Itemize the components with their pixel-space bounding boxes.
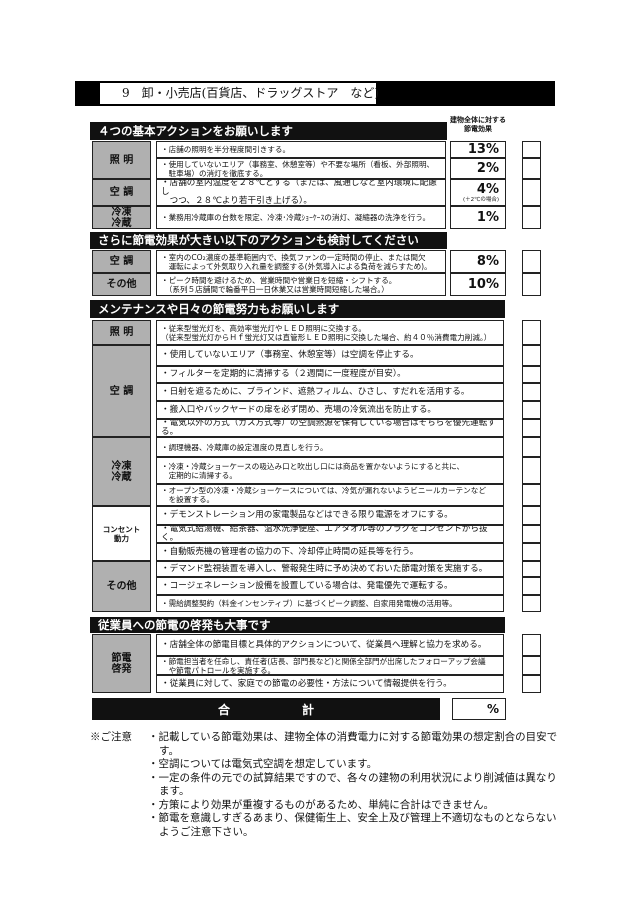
section-header: メンテナンスや日々の節電努力もお願いします	[90, 300, 505, 318]
checkbox[interactable]	[522, 419, 541, 437]
action-item: ・冷凍・冷蔵ショーケースの吸込み口と吹出し口には商品を置かないようにすると共に、…	[156, 457, 504, 484]
effect-value: 4% (＋2℃の場合)	[450, 179, 506, 206]
action-item: ・店舗の照明を半分程度間引きする。	[156, 141, 446, 158]
checkbox[interactable]	[522, 273, 541, 296]
total-value-box[interactable]: %	[452, 698, 506, 720]
action-item: ・デマンド監視装置を導入し、警報発生時に予め決めておいた節電対策を実施する。	[156, 561, 504, 577]
action-item: ・自動販売機の管理者の協力の下、冷却停止時間の延長等を行う。	[156, 543, 504, 561]
action-item: ・使用していないエリア（事務室、休憩室等）は空調を停止する。	[156, 345, 504, 366]
checkbox[interactable]	[522, 158, 541, 179]
note-item: ・方策により効果が重複するものがあるため、単純に合計はできません。	[148, 798, 494, 811]
checkbox[interactable]	[522, 506, 541, 525]
action-item: ・室内のCO₂濃度の基準範囲内で、換気ファンの一定時間の停止、または間欠 運転に…	[156, 250, 446, 273]
checkbox[interactable]	[522, 561, 541, 577]
action-item: ・コージェネレーション設備を設置している場合は、発電優先で運転する。	[156, 577, 504, 595]
category-label: 空 調	[92, 250, 151, 273]
action-item: ・使用していないエリア（事務室、休憩室等）や不要な場所（看板、外部照明、 駐車場…	[156, 158, 446, 179]
action-item: ・業務用冷蔵庫の台数を限定、冷凍･冷蔵ｼｮｰｹｰｽの消灯、凝縮器の洗浄を行う。	[156, 206, 446, 229]
note-item: ・一定の条件の元での試算結果ですので、各々の建物の利用状況により削減値は異なりま…	[148, 771, 557, 798]
checkbox[interactable]	[522, 525, 541, 543]
action-item: ・オープン型の冷凍・冷蔵ショーケースについては、冷気が漏れないようビニールカーテ…	[156, 484, 504, 506]
section-header: さらに節電効果が大きい以下のアクションも検討してください	[90, 232, 447, 249]
action-item: ・店舗全体の節電目標と具体的アクションについて、従業員へ理解と協力を求める。	[156, 634, 504, 656]
action-item: ・搬入口やバックヤードの扉を必ず閉め、売場の冷気流出を防止する。	[156, 401, 504, 419]
action-item: ・フィルターを定期的に清掃する（２週間に一度程度が目安）。	[156, 366, 504, 383]
action-item: ・需給調整契約（料金インセンティブ）に基づくピーク調整、自家用発電機の活用等。	[156, 595, 504, 612]
checkbox[interactable]	[522, 437, 541, 457]
checkbox[interactable]	[522, 345, 541, 366]
category-label: その他	[92, 561, 151, 612]
checkbox[interactable]	[522, 675, 541, 693]
note-item: ・記載している節電効果は、建物全体の消費電力に対する節電効果の想定割合の目安です…	[148, 731, 558, 757]
total-label-right: 計	[301, 702, 314, 717]
section-header: ４つの基本アクションをお願いします	[90, 122, 447, 140]
action-item: ・従業員に対して、家庭での節電の必要性・方法について情報提供を行う。	[156, 675, 504, 693]
effect-note: (＋2℃の場合)	[463, 197, 499, 203]
checkbox[interactable]	[522, 383, 541, 401]
category-label: その他	[92, 273, 151, 296]
effect-percent: 13%	[467, 142, 499, 157]
effect-percent: 10%	[467, 277, 499, 292]
checkbox[interactable]	[522, 577, 541, 595]
category-label: 空 調	[92, 345, 151, 437]
checkbox[interactable]	[522, 179, 541, 206]
effect-value: 10%	[450, 273, 506, 296]
total-label-left: 合	[217, 702, 230, 717]
action-item: ・調理機器、冷蔵庫の設定温度の見直しを行う。	[156, 437, 504, 457]
action-item: ・節電担当者を任命し、責任者(店長、部門長など)と関係全部門が出席したフォローア…	[156, 656, 504, 675]
category-label: 照 明	[92, 320, 151, 345]
checkbox[interactable]	[522, 595, 541, 612]
effect-percent: 4%	[476, 182, 499, 197]
category-label: 空 調	[92, 179, 151, 206]
category-label: 節電 啓発	[92, 634, 151, 693]
effect-percent: 2%	[476, 161, 499, 176]
checkbox[interactable]	[522, 320, 541, 345]
effect-value: 13%	[450, 141, 506, 158]
checkbox[interactable]	[522, 634, 541, 656]
checkbox[interactable]	[522, 543, 541, 561]
effect-value: 2%	[450, 158, 506, 179]
checkbox[interactable]	[522, 366, 541, 383]
checkbox[interactable]	[522, 206, 541, 229]
effect-percent: 1%	[476, 210, 499, 225]
category-label: 照 明	[92, 141, 151, 179]
action-item: ・電気以外の方式（ガス方式等）の空調熱源を保有している場合はそちらを優先運転する…	[156, 419, 504, 437]
checkbox[interactable]	[522, 401, 541, 419]
action-item: ・デモンストレーション用の家電製品などはできる限り電源をオフにする。	[156, 506, 504, 525]
checkbox[interactable]	[522, 656, 541, 675]
effect-column-header: 建物全体に対する節電効果	[450, 116, 506, 133]
effect-percent: 8%	[476, 254, 499, 269]
note-item: ・空調については電気式空調を想定しています。	[148, 758, 378, 770]
checkbox[interactable]	[522, 457, 541, 484]
effect-value: 8%	[450, 250, 506, 273]
checkbox[interactable]	[522, 484, 541, 506]
effect-value: 1%	[450, 206, 506, 229]
action-item: ・日射を遮るために、ブラインド、遮熱フィルム、ひさし、すだれを活用する。	[156, 383, 504, 401]
action-item: ・店舗の室内温度を２８℃とする（または、風通しなど室内環境に配慮し つつ、２８℃…	[156, 179, 446, 206]
action-item: ・ピーク時間を避けるため、営業時間や営業日を短縮・シフトする。 （系列５店舗間で…	[156, 273, 446, 296]
category-label: 冷凍 冷蔵	[92, 206, 151, 229]
checkbox[interactable]	[522, 141, 541, 158]
page-title: 9 卸・小売店(百貨店、ドラッグストア など)	[100, 83, 379, 104]
note-item: ・節電を意識しすぎるあまり、保健衛生上、安全上及び管理上不適切なものとならないよ…	[148, 812, 557, 838]
notes-label: ※ご注意	[90, 731, 132, 743]
notes-list: ・記載している節電効果は、建物全体の消費電力に対する節電効果の想定割合の目安です…	[148, 731, 560, 839]
total-bar: 合 計	[92, 698, 440, 720]
category-label: コンセント 動力	[92, 506, 151, 561]
action-item: ・従来型蛍光灯を、高効率蛍光灯やＬＥＤ照明に交換する。 （従来型蛍光灯からＨｆ蛍…	[156, 320, 504, 345]
checkbox[interactable]	[522, 250, 541, 273]
category-label: 冷凍 冷蔵	[92, 437, 151, 506]
action-item: ・電気式給湯機、給茶器、温水洗浄便座、エアタオル等のプラグをコンセントから抜く。	[156, 525, 504, 543]
section-header: 従業員への節電の啓発も大事です	[90, 617, 505, 633]
